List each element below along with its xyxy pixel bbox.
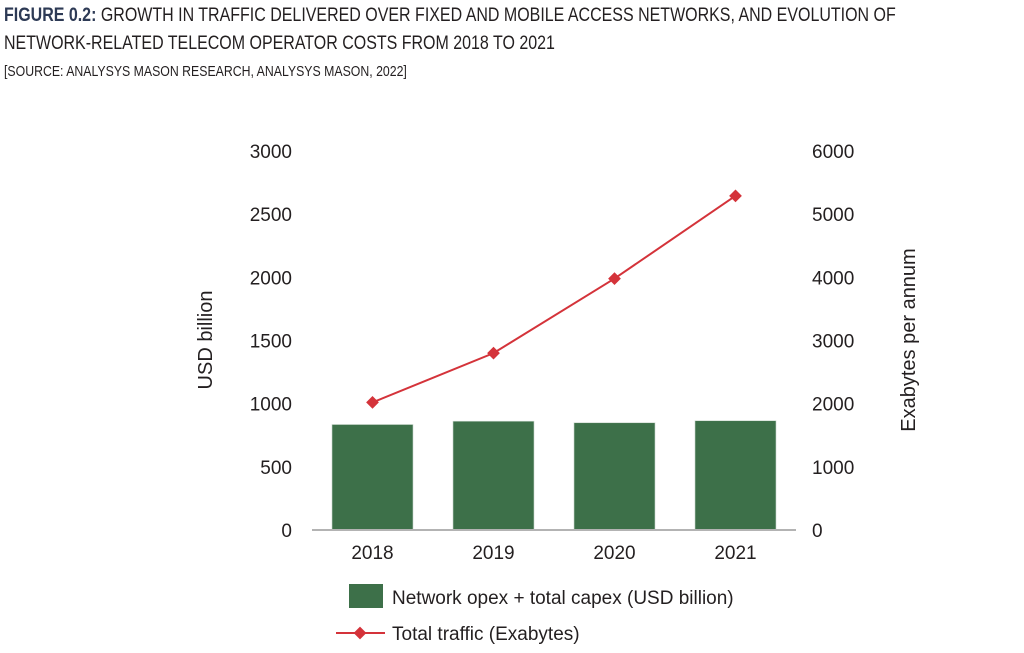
- figure-title-line1: FIGURE 0.2: GROWTH IN TRAFFIC DELIVERED …: [4, 4, 896, 27]
- bar-2021: [694, 420, 777, 531]
- figure-label: FIGURE 0.2:: [4, 4, 97, 26]
- y-tick-label-right: 3000: [812, 332, 854, 353]
- y-tick-label-right: 5000: [812, 205, 854, 226]
- figure-title-line2: NETWORK-RELATED TELECOM OPERATOR COSTS F…: [4, 32, 555, 54]
- y-tick-label-right: 0: [812, 521, 823, 542]
- y-tick-label: 2500: [250, 205, 292, 226]
- traffic-point-2018: [366, 396, 379, 409]
- legend-bar-swatch: [349, 584, 383, 608]
- legend-line-marker: [353, 626, 367, 640]
- x-tick-label: 2019: [472, 543, 514, 564]
- x-tick-label: 2021: [714, 543, 756, 564]
- title-text: GROWTH IN TRAFFIC DELIVERED OVER FIXED A…: [100, 4, 896, 26]
- y-tick-label: 0: [281, 521, 292, 542]
- y-tick-label: 1000: [250, 395, 292, 416]
- traffic-line: [372, 195, 737, 404]
- traffic-point-2020: [608, 272, 621, 285]
- y-axis-label-right: Exabytes per annum: [898, 248, 920, 431]
- bar-2019: [452, 420, 535, 531]
- bar-2018: [331, 424, 414, 531]
- y-tick-label: 3000: [250, 142, 292, 163]
- y-tick-label-right: 1000: [812, 458, 854, 479]
- figure-source: [SOURCE: ANALYSYS MASON RESEARCH, ANALYS…: [4, 63, 407, 80]
- legend-bar-label: Network opex + total capex (USD billion): [392, 588, 734, 609]
- y-tick-label: 500: [260, 458, 292, 479]
- y-tick-label-right: 4000: [812, 268, 854, 289]
- y-tick-label: 2000: [250, 268, 292, 289]
- bar-2020: [573, 422, 656, 531]
- y-tick-label-right: 6000: [812, 142, 854, 163]
- x-tick-label: 2020: [593, 543, 635, 564]
- legend-line-label: Total traffic (Exabytes): [392, 624, 580, 645]
- y-tick-label-right: 2000: [812, 395, 854, 416]
- traffic-point-2019: [487, 346, 500, 360]
- y-axis-label: USD billion: [195, 291, 217, 390]
- traffic-point-2021: [729, 189, 742, 203]
- x-tick-label: 2018: [351, 543, 393, 564]
- y-tick-label: 1500: [250, 332, 292, 353]
